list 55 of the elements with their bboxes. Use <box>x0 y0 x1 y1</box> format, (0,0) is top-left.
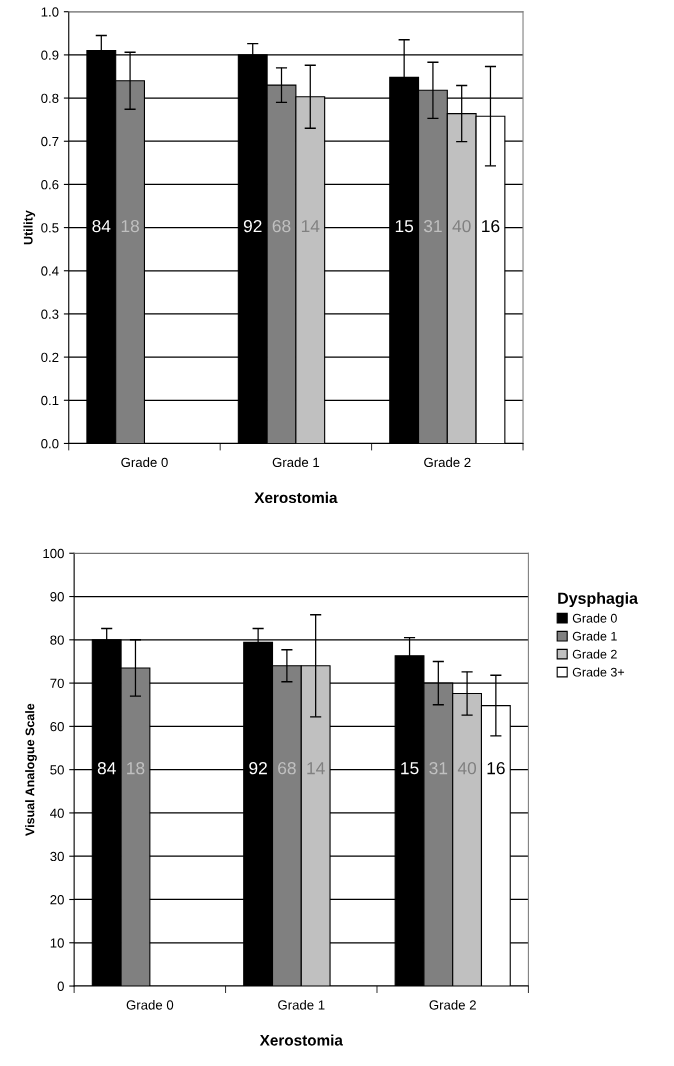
y-tick-label: 1.0 <box>41 7 59 17</box>
annotation: 84 <box>92 219 111 233</box>
annotation: 15 <box>395 220 414 233</box>
annotation: 16 <box>482 219 500 233</box>
annotation: 40 <box>452 219 471 233</box>
y-tick-label: 0.9 <box>41 50 59 60</box>
y-tick-label: 70 <box>50 678 64 688</box>
y-tick-label: 10 <box>50 938 64 948</box>
legend-label: Grade 1 <box>572 631 617 641</box>
legend-label: Grade 0 <box>572 613 617 623</box>
y-tick-label: 0.7 <box>41 136 59 147</box>
y-axis-title: Visual Analogue Scale <box>25 703 37 836</box>
y-tick-label: 40 <box>50 808 64 818</box>
y-tick-label: 0.5 <box>41 223 59 233</box>
annotation: 14 <box>301 220 320 233</box>
annotation: 68 <box>272 219 291 233</box>
annotation: 92 <box>249 762 267 775</box>
x-axis-title: Xerostomia <box>254 491 338 504</box>
annotation: 16 <box>487 762 505 775</box>
legend-title: Dysphagia <box>558 592 639 608</box>
y-tick-label: 20 <box>50 895 64 905</box>
x-axis-title: Xerostomia <box>259 1034 343 1046</box>
y-tick-label: 0.4 <box>41 266 59 276</box>
legend-label: Grade 3+ <box>572 667 625 677</box>
annotation: 84 <box>97 762 116 775</box>
annotation: 14 <box>307 762 325 775</box>
y-tick-label: 60 <box>50 721 64 732</box>
y-tick-label: 0 <box>57 981 64 991</box>
x-tick-label: Grade 1 <box>278 999 325 1010</box>
annotation: 68 <box>278 762 296 775</box>
annotation: 18 <box>127 762 145 775</box>
y-tick-label: 0.6 <box>41 179 59 190</box>
y-tick-label: 30 <box>50 851 64 862</box>
y-tick-label: 0.1 <box>41 395 59 406</box>
y-tick-label: 50 <box>50 765 64 775</box>
annotation: 92 <box>243 219 262 233</box>
annotation: 31 <box>429 762 448 775</box>
x-tick-label: Grade 0 <box>121 457 168 468</box>
legend-label: Grade 2 <box>572 649 617 659</box>
y-tick-label: 0.8 <box>41 93 59 103</box>
y-tick-label: 100 <box>43 548 64 559</box>
y-tick-label: 80 <box>50 635 64 645</box>
y-tick-label: 0.0 <box>41 439 59 449</box>
x-tick-label: Grade 0 <box>126 999 174 1010</box>
x-tick-label: Grade 2 <box>424 457 471 468</box>
y-axis-title: Utility <box>23 210 36 245</box>
annotation: 18 <box>121 219 139 233</box>
annotation: 31 <box>423 219 442 233</box>
annotation: 15 <box>401 762 419 775</box>
y-tick-label: 90 <box>50 592 64 602</box>
annotation: 40 <box>457 762 477 775</box>
x-tick-label: Grade 1 <box>272 457 320 468</box>
x-tick-label: Grade 2 <box>429 999 476 1010</box>
y-tick-label: 0.3 <box>41 309 59 319</box>
y-tick-label: 0.2 <box>41 352 59 363</box>
